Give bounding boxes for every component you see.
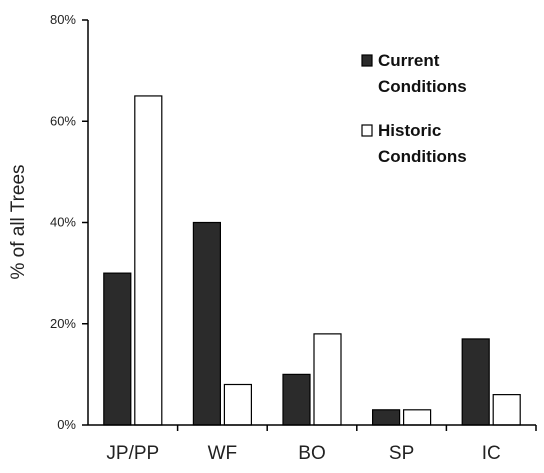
legend-swatch-historic [361, 124, 373, 137]
x-tick-label: SP [389, 443, 414, 464]
axes-layer: 0% 20% 40% 60% 80% JP/PP WF BO SP IC [50, 12, 537, 464]
bar-current-jppp [103, 272, 132, 426]
bar-historic-ic [492, 394, 521, 426]
bar-current-sp [372, 409, 401, 426]
y-tick-label: 60% [50, 113, 76, 128]
bar-historic-sp [403, 409, 432, 426]
bar-current-bo [282, 373, 311, 426]
legend-label-current: Current [378, 51, 440, 70]
bars-layer [103, 95, 521, 426]
bar-historic-bo [313, 333, 342, 426]
y-axis-title: % of all Trees [8, 164, 29, 279]
legend-swatch-current [361, 54, 373, 67]
bar-historic-jppp [134, 95, 163, 426]
bar-current-ic [461, 338, 490, 426]
legend-label-historic: Conditions [378, 147, 467, 166]
legend-label-historic: Historic [378, 121, 441, 140]
bar-historic-wf [223, 383, 252, 426]
x-tick-label: IC [482, 443, 501, 464]
bar-current-wf [192, 221, 221, 426]
legend: Current Conditions Historic Conditions [361, 51, 467, 166]
x-tick-label: JP/PP [106, 443, 159, 464]
x-tick-label: WF [208, 443, 238, 464]
y-tick-label: 0% [57, 417, 76, 432]
y-tick-label: 80% [50, 12, 76, 27]
y-tick-label: 20% [50, 316, 76, 331]
x-tick-label: BO [298, 443, 325, 464]
y-tick-label: 40% [50, 215, 76, 230]
legend-label-current: Conditions [378, 77, 467, 96]
